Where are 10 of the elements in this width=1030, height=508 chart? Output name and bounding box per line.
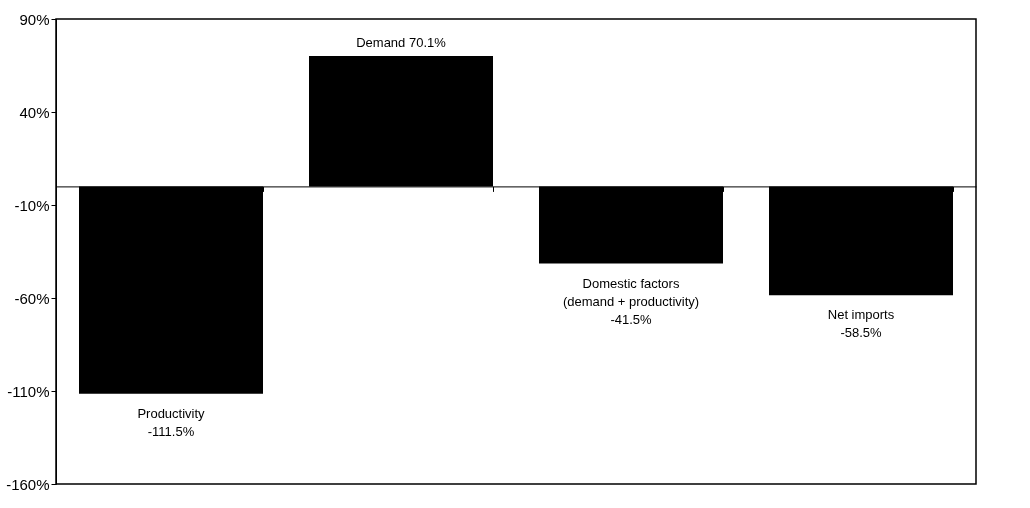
y-tick-label: -60% [14,289,50,307]
y-tick-label: 40% [19,103,50,121]
y-tick-label: 90% [19,10,50,28]
data-label: Domestic factors (demand + productivity) -41.5% [562,275,700,327]
data-label: Net imports -58.5% [827,307,895,341]
y-tick-label: -160% [6,475,50,493]
data-label: Productivity -111.5% [137,405,206,439]
data-label: Demand 70.1% [356,35,447,51]
y-tick-label: -10% [14,196,50,214]
y-tick-label: -110% [7,382,50,400]
